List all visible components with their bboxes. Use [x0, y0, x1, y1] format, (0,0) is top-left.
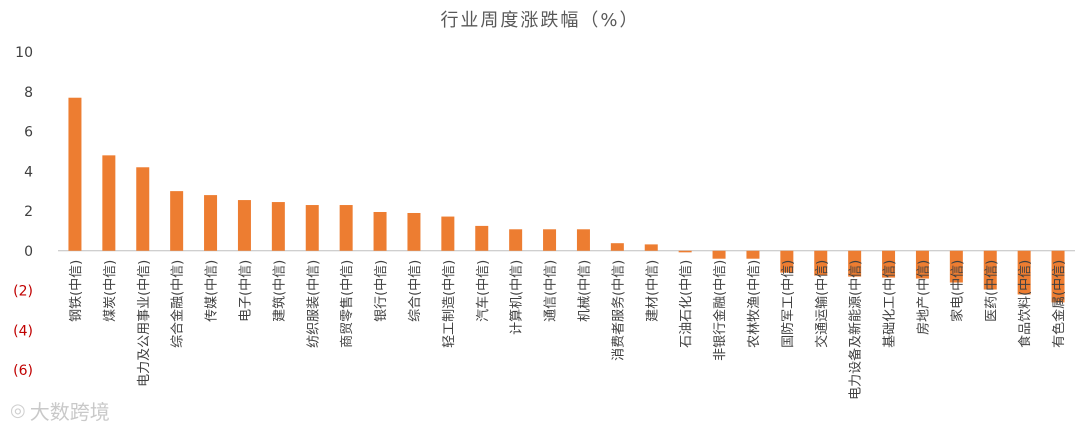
- bar-12: [475, 225, 489, 251]
- y-tick-label: 10: [15, 45, 33, 61]
- x-tick-label: 传媒(中信): [205, 260, 220, 322]
- watermark: ◎ 大数跨境: [10, 396, 110, 425]
- watermark-logo-icon: ◎: [10, 400, 26, 421]
- bar-18: [678, 250, 692, 253]
- x-tick-label: 电力及公用事业(中信): [137, 260, 152, 387]
- x-tick-label: 煤炭(中信): [103, 260, 118, 322]
- bar-10: [407, 212, 421, 251]
- bar-16: [610, 243, 624, 251]
- y-tick-label: 2: [24, 204, 33, 220]
- x-tick-label: 非银行金融(中信): [712, 260, 728, 361]
- bar-17: [644, 244, 658, 251]
- x-tick-label: 纺织服装(中信): [306, 260, 321, 348]
- x-tick-label: 建筑(中信): [271, 260, 287, 322]
- x-tick-label: 电子(中信): [238, 260, 253, 322]
- bar-5: [237, 200, 251, 251]
- y-tick-label: (6): [13, 363, 33, 379]
- x-tick-label: 医药(中信): [984, 260, 999, 322]
- x-tick-label: 综合金融(中信): [170, 260, 186, 348]
- bar-21: [780, 250, 794, 273]
- x-tick-label: 计算机(中信): [510, 260, 525, 335]
- bar-20: [746, 250, 760, 259]
- x-tick-label: 国防军工(中信): [780, 260, 796, 348]
- x-tick-label: 电力设备及新能源(中信): [848, 260, 864, 400]
- y-tick-label: (2): [13, 284, 33, 300]
- x-tick-label: 通信(中信): [544, 260, 559, 322]
- x-tick-label: 房地产(中信): [915, 260, 931, 335]
- bar-11: [441, 216, 455, 251]
- bar-28: [1017, 250, 1031, 295]
- x-tick-label: 有色金属(中信): [1051, 260, 1067, 348]
- x-tick-label: 石油石化(中信): [679, 260, 694, 348]
- x-tick-label: 银行(中信): [374, 260, 389, 322]
- bar-3: [170, 191, 184, 251]
- bar-23: [848, 250, 862, 277]
- watermark-text: 大数跨境: [29, 400, 110, 424]
- x-tick-label: 基础化工(中信): [883, 260, 898, 348]
- x-tick-label: 轻工制造(中信): [442, 260, 457, 348]
- y-tick-label: 8: [24, 85, 33, 101]
- x-tick-label: 综合(中信): [408, 260, 423, 322]
- bar-26: [949, 250, 963, 283]
- y-tick-label: 6: [24, 125, 33, 141]
- bar-14: [543, 229, 557, 251]
- x-tick-label: 商贸零售(中信): [339, 260, 355, 348]
- bar-8: [339, 205, 353, 251]
- x-tick-label: 建材(中信): [645, 260, 660, 322]
- bar-13: [509, 229, 523, 251]
- y-tick-label: 0: [24, 244, 33, 260]
- x-tick-label: 机械(中信): [577, 260, 592, 322]
- x-tick-label: 交通运输(中信): [814, 260, 830, 348]
- bar-7: [305, 205, 319, 251]
- y-tick-label: 4: [24, 164, 33, 180]
- x-tick-label: 家电(中信): [949, 260, 965, 322]
- bar-2: [136, 167, 150, 251]
- bar-22: [814, 250, 828, 276]
- bar-24: [882, 250, 896, 278]
- bar-15: [576, 229, 590, 251]
- bar-29: [1051, 250, 1065, 303]
- bar-0: [68, 97, 82, 251]
- bar-4: [204, 195, 218, 251]
- bar-27: [983, 250, 997, 290]
- x-tick-label: 农林牧渔(中信): [747, 260, 762, 348]
- x-tick-label: 消费者服务(中信): [610, 260, 626, 361]
- bar-9: [373, 211, 387, 251]
- bar-6: [271, 202, 285, 251]
- bar-1: [102, 155, 116, 251]
- bar-19: [712, 250, 726, 259]
- bar-25: [915, 250, 929, 279]
- y-tick-label: (4): [13, 323, 33, 339]
- x-tick-label: 食品饮料(中信): [1017, 260, 1033, 348]
- x-tick-label: 钢铁(中信): [69, 260, 84, 322]
- chart-title: 行业周度涨跌幅（%）: [440, 10, 640, 31]
- x-tick-label: 汽车(中信): [475, 260, 491, 322]
